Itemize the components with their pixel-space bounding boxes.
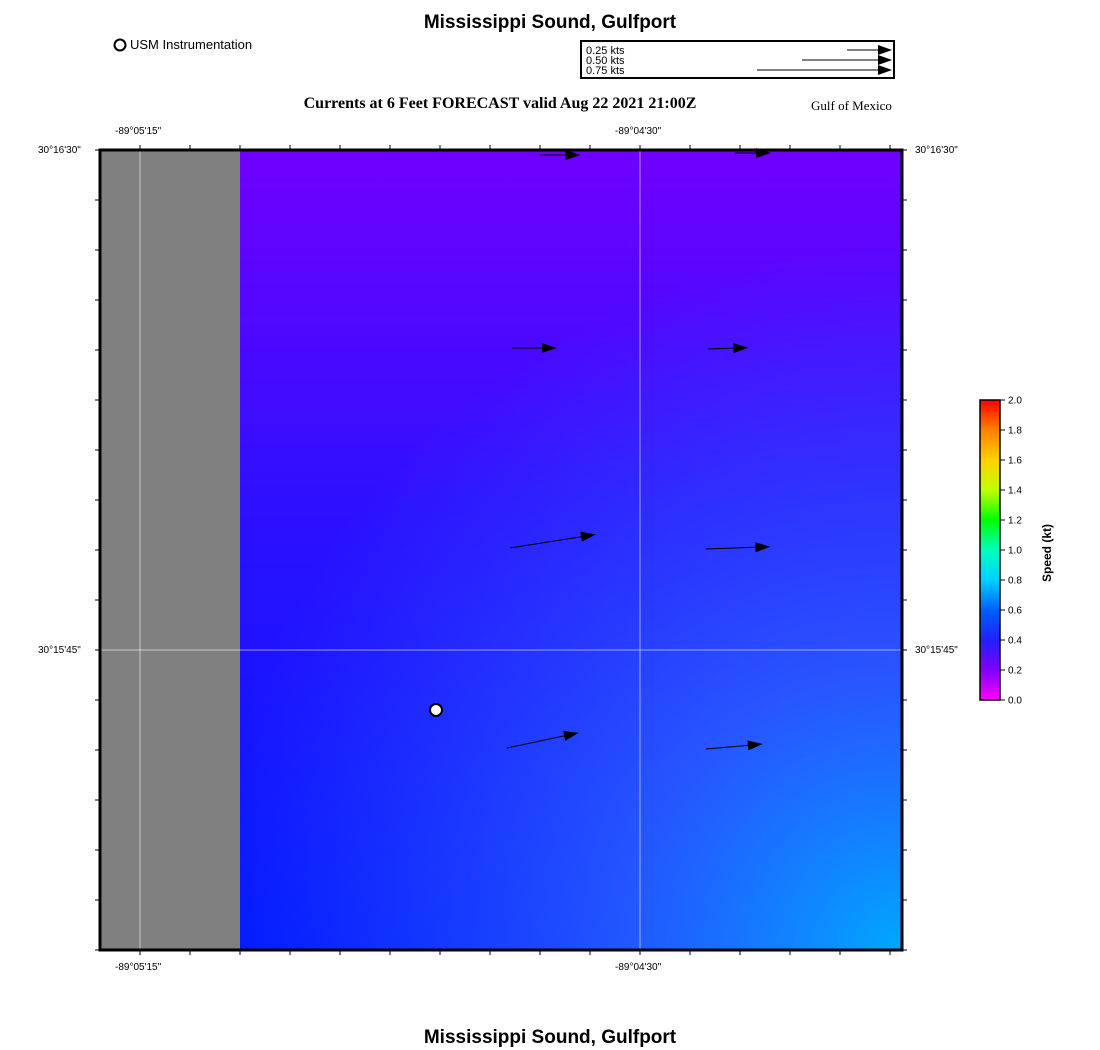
current-vector-1: [540, 150, 581, 160]
speed-colorbar: 2.0 1.8 1.6 1.4 1.2 1.0 0.8 0.6 0.4 0.2 0.0 Speed …: [970, 390, 1090, 710]
scale-label-3: 0.75 kts: [586, 65, 625, 77]
scale-label-1: 0.25 kts: [586, 45, 625, 57]
colorbar-tick-2: 1.8: [1008, 426, 1022, 437]
forecast-subtitle: Currents at 6 Feet FORECAST valid Aug 22…: [303, 95, 697, 112]
colorbar-graphic: 2.0 1.8 1.6 1.4 1.2 1.0 0.8 0.6 0.4 0.2 0.0: [979, 396, 1022, 707]
map-title: Mississippi Sound, Gulfport: [423, 12, 677, 33]
colorbar-tick-5: 1.2: [1008, 516, 1022, 527]
map-frame: [98, 148, 904, 952]
lat-tick-left-1: 30°16'30": [38, 145, 81, 156]
lon-tick-top-2: -89°04'30": [615, 126, 662, 137]
current-vector-5: [509, 531, 596, 549]
instrument-legend: USM Instrumentation: [113, 37, 313, 55]
colorbar-tick-1: 2.0: [1008, 396, 1022, 407]
graticule: [100, 150, 902, 950]
colorbar-tick-4: 1.4: [1008, 486, 1022, 497]
footer-title: Mississippi Sound, Gulfport: [423, 1027, 677, 1048]
colorbar-label: Speed (kt): [1040, 523, 1054, 582]
lon-tick-bottom-2: -89°04'30": [615, 962, 662, 973]
current-vector-7: [506, 730, 579, 749]
scale-arrow-1: [847, 45, 892, 55]
current-vector-8: [705, 740, 763, 751]
colorbar-tick-10: 0.2: [1008, 666, 1022, 677]
scale-label-2: 0.50 kts: [586, 55, 625, 67]
instrument-legend-label: USM Instrumentation: [130, 37, 253, 52]
colorbar-tick-7: 0.8: [1008, 576, 1022, 587]
lon-tick-top-1: -89°05'15": [115, 126, 162, 137]
current-vector-4: [707, 343, 749, 354]
lat-tick-right-2: 30°15'45": [915, 645, 958, 656]
colorbar-tick-11: 0.0: [1008, 696, 1022, 707]
colorbar-tick-9: 0.4: [1008, 636, 1022, 647]
scale-arrow-3: [757, 65, 892, 75]
colorbar-tick-3: 1.6: [1008, 456, 1022, 467]
current-vector-6: [705, 542, 771, 553]
lat-tick-left-2: 30°15'45": [38, 645, 81, 656]
current-vectors: [506, 148, 771, 751]
scale-arrow-2: [802, 55, 892, 65]
region-label: Gulf of Mexico: [811, 98, 892, 113]
land-area: [100, 150, 240, 950]
vector-scale-legend: 0.25 kts 0.50 kts 0.75 kts: [580, 40, 895, 79]
current-vector-3: [512, 343, 557, 353]
colorbar-tick-6: 1.0: [1008, 546, 1022, 557]
usm-station-marker[interactable]: [429, 703, 443, 717]
lat-tick-right-1: 30°16'30": [915, 145, 958, 156]
lon-tick-bottom-1: -89°05'15": [115, 962, 162, 973]
instrument-marker-icon: [113, 38, 127, 52]
colorbar-tick-8: 0.6: [1008, 606, 1022, 617]
current-map[interactable]: [95, 145, 907, 955]
